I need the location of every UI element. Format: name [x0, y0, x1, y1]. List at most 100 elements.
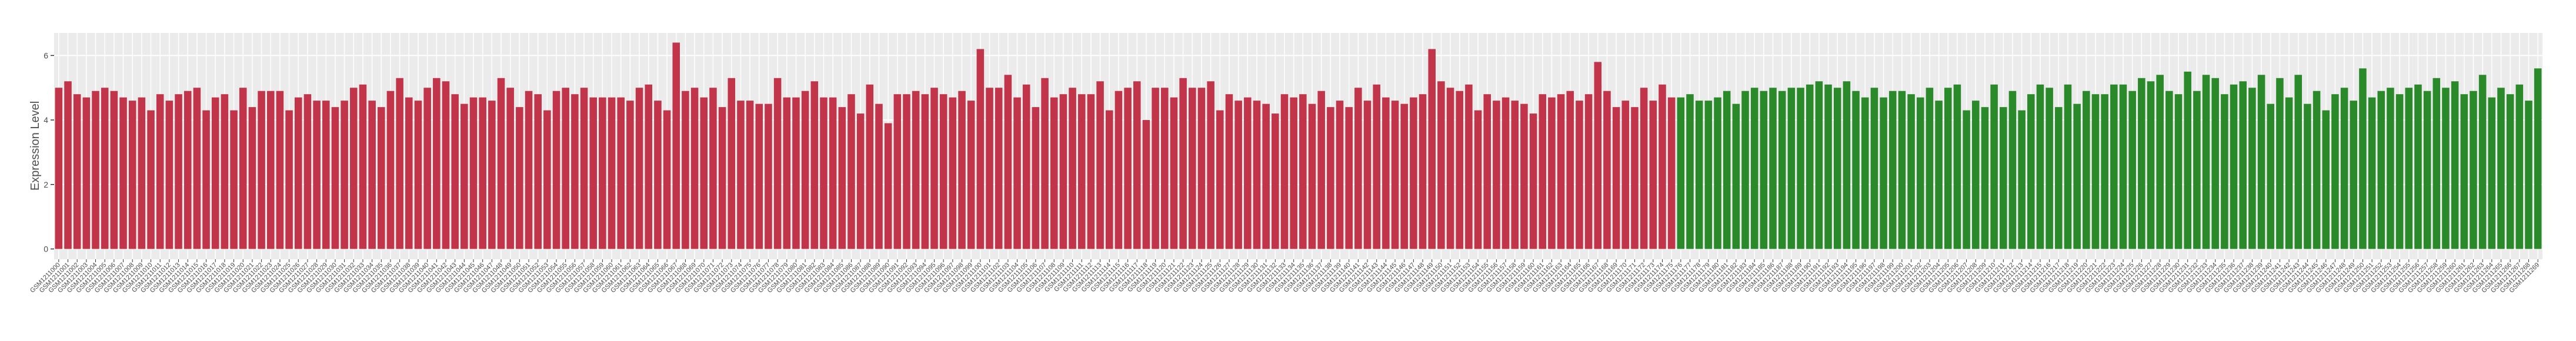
- bar: [1059, 94, 1067, 249]
- bar: [1400, 103, 1408, 249]
- bar: [488, 101, 496, 249]
- bar: [239, 88, 247, 249]
- bars: [55, 42, 2542, 249]
- bar: [1852, 91, 1860, 249]
- bar: [1354, 88, 1362, 249]
- bar: [589, 97, 597, 249]
- bar: [1142, 120, 1150, 249]
- bar: [783, 97, 791, 249]
- bar: [884, 123, 892, 249]
- bar: [1686, 94, 1694, 249]
- bar: [654, 101, 662, 249]
- bar: [1317, 91, 1325, 249]
- bar: [258, 91, 265, 249]
- bar: [1760, 91, 1768, 249]
- bar: [1474, 110, 1482, 249]
- bar: [414, 101, 422, 249]
- bar: [1963, 110, 1970, 249]
- bar: [461, 103, 468, 249]
- bar: [396, 78, 403, 249]
- bar: [543, 110, 551, 249]
- bar: [119, 97, 127, 249]
- bar: [1152, 88, 1159, 249]
- bar: [755, 103, 763, 249]
- bar: [1539, 94, 1547, 249]
- bar: [967, 101, 975, 249]
- bar: [73, 94, 81, 249]
- bar: [2313, 91, 2321, 249]
- bar: [110, 91, 118, 249]
- bar: [2350, 101, 2358, 249]
- bar: [506, 88, 514, 249]
- bar: [1695, 101, 1703, 249]
- bar: [2497, 88, 2505, 249]
- bar: [165, 101, 173, 249]
- bar: [930, 88, 938, 249]
- bar: [1327, 107, 1334, 249]
- bar: [1179, 78, 1187, 249]
- bar: [469, 97, 478, 249]
- bar: [2294, 75, 2303, 249]
- bar: [995, 88, 1003, 249]
- bar: [1197, 88, 1206, 249]
- bar: [1667, 97, 1676, 249]
- bar: [2451, 81, 2459, 249]
- bar: [285, 110, 293, 249]
- bar: [266, 91, 275, 249]
- bar: [2119, 84, 2127, 249]
- bar: [138, 97, 146, 249]
- bar: [1253, 101, 1261, 249]
- bar: [1483, 94, 1491, 249]
- bar: [2000, 107, 2007, 249]
- bar: [1566, 91, 1574, 249]
- bar: [1870, 88, 1878, 249]
- bar: [2055, 107, 2063, 249]
- bar: [2368, 97, 2376, 249]
- bar: [1659, 84, 1666, 249]
- bar: [331, 107, 339, 249]
- bar: [1732, 103, 1740, 249]
- bar: [2322, 110, 2330, 249]
- bar: [1456, 91, 1463, 249]
- bar: [939, 94, 947, 249]
- bar: [2515, 84, 2524, 249]
- bar: [792, 97, 800, 249]
- bar: [986, 88, 993, 249]
- bar: [1124, 88, 1132, 249]
- bar: [497, 78, 505, 249]
- bar: [765, 103, 772, 249]
- bar: [810, 81, 819, 249]
- bar: [875, 103, 883, 249]
- bar: [2248, 88, 2256, 249]
- bar: [1953, 84, 1961, 249]
- bar: [737, 101, 745, 249]
- bar: [2377, 91, 2385, 249]
- bar: [2110, 84, 2118, 249]
- bar: [1548, 97, 1556, 249]
- bar: [1290, 97, 1297, 249]
- bar: [1861, 97, 1869, 249]
- bar: [1022, 84, 1030, 249]
- bar: [1308, 103, 1316, 249]
- bar: [1511, 101, 1519, 249]
- bar: [1584, 94, 1593, 249]
- bar: [903, 94, 910, 249]
- bar: [1115, 91, 1123, 249]
- bar: [55, 88, 63, 249]
- bar: [2304, 103, 2311, 249]
- bar: [2018, 110, 2026, 249]
- axes: 0246GSM1211000GSM1211001GSM1211002GSM121…: [29, 51, 2541, 294]
- bar: [1649, 101, 1657, 249]
- bar: [626, 101, 634, 249]
- bar: [1704, 101, 1713, 249]
- bar: [516, 107, 523, 249]
- bar: [1244, 97, 1252, 249]
- bar: [1069, 88, 1076, 249]
- bar: [1391, 101, 1399, 249]
- bar: [368, 101, 376, 249]
- bar: [2184, 71, 2191, 249]
- bar: [1640, 88, 1648, 249]
- bar: [580, 88, 588, 249]
- bar: [847, 94, 855, 249]
- bar: [451, 94, 459, 249]
